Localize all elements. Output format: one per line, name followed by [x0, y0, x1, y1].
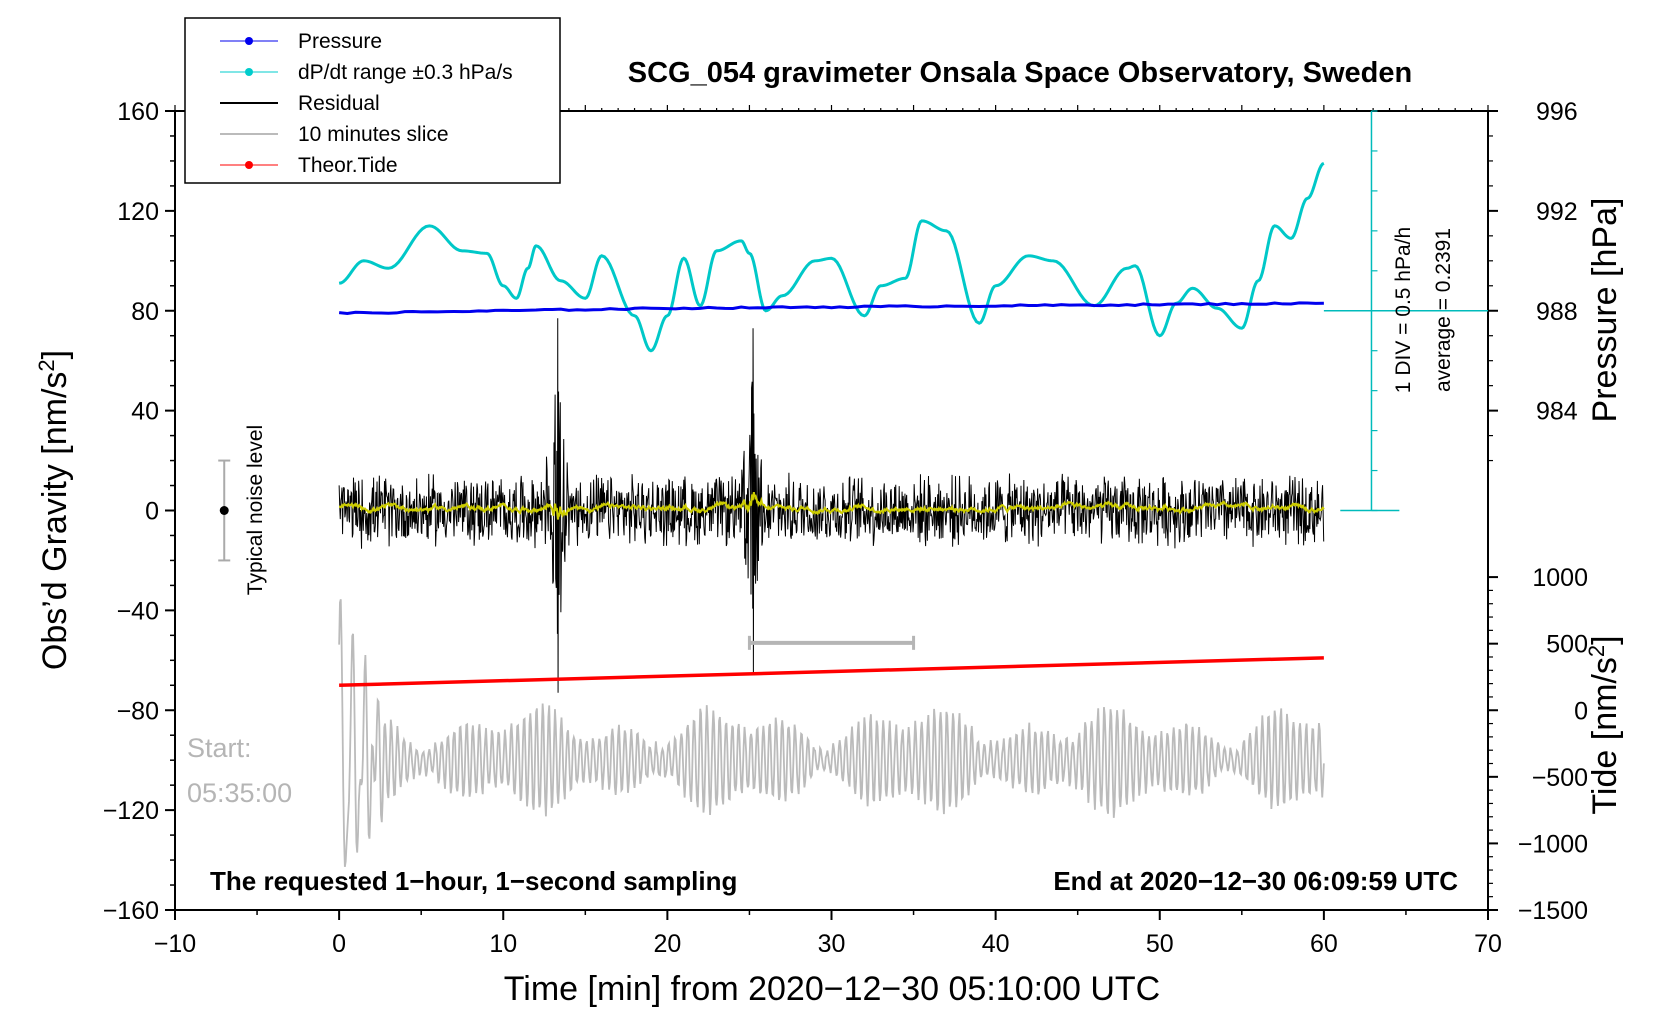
- slice-line: [338, 599, 1325, 867]
- x-tick-label: 10: [489, 930, 517, 958]
- y-tick-label: 40: [131, 398, 159, 426]
- x-tick-label: 70: [1474, 930, 1502, 958]
- start-label: Start:: [187, 733, 252, 763]
- y-tick-label: −80: [117, 697, 159, 725]
- x-tick-label: 0: [332, 930, 346, 958]
- y-tick-label: −120: [103, 797, 159, 825]
- y-tick-label: −160: [103, 897, 159, 925]
- noise-level-label: Typical noise level: [244, 425, 267, 595]
- legend-dpdt-label: dP/dt range ±0.3 hPa/s: [298, 61, 513, 84]
- tide-tick-label: −500: [1532, 764, 1588, 792]
- scale-bar-label-1: 1 DIV = 0.5 hPa/h: [1392, 227, 1415, 393]
- y-axis-label: Obs’d Gravity [nm/s2]: [34, 350, 74, 670]
- noise-bar-dot: [219, 506, 229, 515]
- tide-tick-label: 1000: [1532, 564, 1588, 592]
- residual-smoothed-line: [338, 492, 1325, 520]
- pressure-tick-label: 992: [1536, 198, 1578, 226]
- y-tick-label: 80: [131, 298, 159, 326]
- residual-series-group: [338, 318, 1325, 693]
- pressure-tick-label: 996: [1536, 98, 1578, 126]
- x-tick-label: 40: [982, 930, 1010, 958]
- y-tick-label: 0: [145, 498, 159, 526]
- tide-series-group: [339, 656, 1324, 688]
- slice-series-group: [338, 599, 1325, 867]
- legend-pressure-marker: [245, 37, 253, 45]
- pressure-tick-label: 984: [1536, 398, 1578, 426]
- chart-annotations: [218, 110, 1488, 650]
- tide-tick-label: −1500: [1518, 897, 1588, 925]
- legend-residual-label: Residual: [298, 92, 380, 115]
- residual-line: [338, 318, 1325, 693]
- x-tick-label: 50: [1146, 930, 1174, 958]
- tide-tick-label: 500: [1546, 631, 1588, 659]
- x-tick-label: −10: [154, 930, 196, 958]
- legend-tide-label: Theor.Tide: [298, 154, 398, 177]
- legend-box: [184, 17, 561, 184]
- start-time: 05:35:00: [187, 778, 292, 808]
- x-tick-label: 20: [653, 930, 681, 958]
- x-axis-ticks: −10 0 10 20 30 40 50 60 70: [154, 910, 1502, 958]
- legend: Pressure dP/dt range ±0.3 hPa/s Residual…: [184, 17, 561, 184]
- chart-title: SCG_054 gravimeter Onsala Space Observat…: [628, 57, 1412, 89]
- x-tick-label: 60: [1310, 930, 1338, 958]
- pressure-series-group: [338, 301, 1324, 316]
- y-tick-label: 120: [117, 198, 159, 226]
- tide-tick-label: 0: [1574, 697, 1588, 725]
- pressure-line: [338, 301, 1324, 316]
- footer-right-text: End at 2020−12−30 06:09:59 UTC: [1053, 866, 1458, 896]
- pressure-tick-label: 988: [1536, 298, 1578, 326]
- dpdt-series-group: [338, 162, 1325, 353]
- tide-tick-label: −1000: [1518, 830, 1588, 858]
- x-tick-label: 30: [818, 930, 846, 958]
- y-tick-label: −40: [117, 597, 159, 625]
- tide-line: [339, 656, 1324, 688]
- y-tick-label: 160: [117, 98, 159, 126]
- scale-bar-label-2: average = 0.2391: [1432, 228, 1455, 392]
- legend-dpdt-marker: [245, 68, 253, 76]
- footer-left-text: The requested 1−hour, 1−second sampling: [210, 866, 737, 896]
- legend-tide-marker: [245, 161, 253, 169]
- left-axis-ticks: −160 −120 −80 −40 0 40 80 120 160: [103, 98, 175, 925]
- tide-axis-label: Tide [nm/s2]: [1584, 635, 1624, 814]
- pressure-axis-label: Pressure [hPa]: [1586, 198, 1624, 423]
- x-axis-label: Time [min] from 2020−12−30 05:10:00 UTC: [504, 970, 1160, 1008]
- dpdt-line: [338, 162, 1325, 353]
- legend-slice-label: 10 minutes slice: [298, 123, 449, 146]
- right-axis-ticks: 984 988 992 996 −1500 −1000 −500 0 500 1000: [1488, 98, 1588, 925]
- legend-pressure-label: Pressure: [298, 30, 382, 53]
